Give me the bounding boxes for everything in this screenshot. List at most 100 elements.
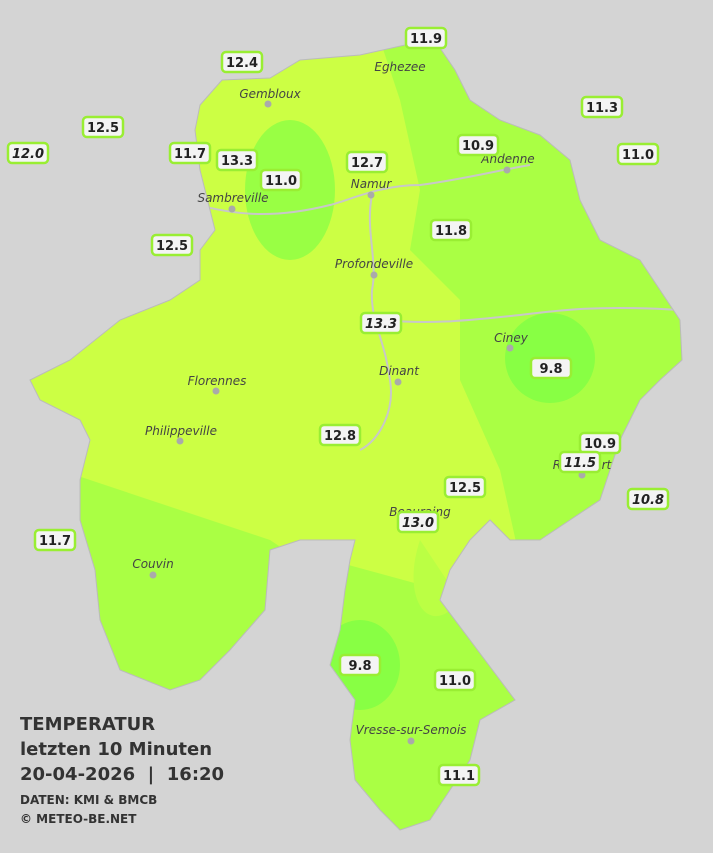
city-dot [264,100,272,108]
station-box [433,668,477,692]
station-value: 12.4 [226,56,258,71]
station: 12.7 [345,150,389,174]
station-value: 11.7 [39,534,71,549]
city-label: Philippeville [145,424,217,438]
city-dot [176,437,184,445]
city-dot [149,571,157,579]
city-dot [407,737,415,745]
station: 12.4 [220,50,264,74]
station-value: 12.5 [449,481,481,496]
station-value: 13.0 [402,516,434,531]
city-dot [228,205,236,213]
city-dot [370,271,378,279]
station-value: 12.5 [156,239,188,254]
station-box [359,311,403,335]
station-box [33,528,77,552]
station-value: 11.5 [564,456,596,471]
station-value: 11.9 [410,32,442,47]
city-label: Dinant [379,364,420,378]
station: 11.1 [437,763,481,787]
station-box [318,423,362,447]
station-value: 10.8 [632,493,664,508]
city-label: Gembloux [239,87,301,101]
station-box [616,142,660,166]
station-value: 13.3 [365,317,397,332]
station-box [404,26,448,50]
station: 13.0 [396,510,440,534]
city-dot [506,344,514,352]
station-box [345,150,389,174]
city-dot [394,378,402,386]
station-box [443,475,487,499]
copyright: © METEO-BE.NET [20,812,137,826]
station: 12.8 [318,423,362,447]
station-box [338,653,382,677]
station: 10.8 [626,487,670,511]
station-box [259,168,303,192]
subtitle: letzten 10 Minuten [20,739,212,760]
city-label: Sambreville [197,191,268,205]
station-value: 12.8 [324,429,356,444]
city-dot [367,191,375,199]
city-dot [212,387,220,395]
source: DATEN: KMI & BMCB [20,793,157,807]
city-label: Eghezee [374,60,425,74]
station-box [456,133,500,157]
station-box [81,115,125,139]
city-label: Vresse-sur-Semois [356,723,467,737]
station-value: 12.5 [87,121,119,136]
city-dot [503,166,511,174]
station-box [429,218,473,242]
station: 11.7 [33,528,77,552]
station: 11.0 [616,142,660,166]
station: 11.3 [580,95,624,119]
station: 11.0 [433,668,477,692]
station-box [150,233,194,257]
station-box [168,141,212,165]
timestamp: 20-04-2026 | 16:20 [20,764,224,785]
station-value: 11.8 [435,224,467,239]
city-label: Ciney [494,331,529,345]
station: 11.0 [259,168,303,192]
station: 13.3 [215,148,259,172]
station: 12.5 [443,475,487,499]
station: 13.3 [359,311,403,335]
station: 12.0 [6,141,50,165]
stations: 12.4 11.9 11.3 12.5 12.0 11.7 13.3 11.0 12.7 10.9… [6,26,670,787]
station-value: 9.8 [539,362,562,377]
city-label: Couvin [132,557,173,571]
city-label: Namur [351,177,393,191]
station: 11.5 [558,450,602,474]
station-value: 11.0 [265,174,297,189]
station-box [6,141,50,165]
station-box [626,487,670,511]
station-box [220,50,264,74]
station: 10.9 [578,431,622,455]
station: 9.8 [529,356,573,380]
station-box [558,450,602,474]
station-value: 11.3 [586,101,618,116]
station: 11.7 [168,141,212,165]
station-box [529,356,573,380]
station-value: 9.8 [348,659,371,674]
station: 10.9 [456,133,500,157]
station: 12.5 [81,115,125,139]
station-box [396,510,440,534]
station: 12.5 [150,233,194,257]
station-box [437,763,481,787]
station-value: 10.9 [584,437,616,452]
station-value: 11.7 [174,147,206,162]
station-box [580,95,624,119]
station-box [215,148,259,172]
station-value: 13.3 [221,154,253,169]
station-value: 12.0 [12,147,44,162]
station: 11.8 [429,218,473,242]
station: 9.8 [338,653,382,677]
city-label: Florennes [188,374,247,388]
station-value: 11.0 [622,148,654,163]
station: 11.9 [404,26,448,50]
station-value: 10.9 [462,139,494,154]
station-value: 11.1 [443,769,475,784]
title: TEMPERATUR [20,714,155,735]
